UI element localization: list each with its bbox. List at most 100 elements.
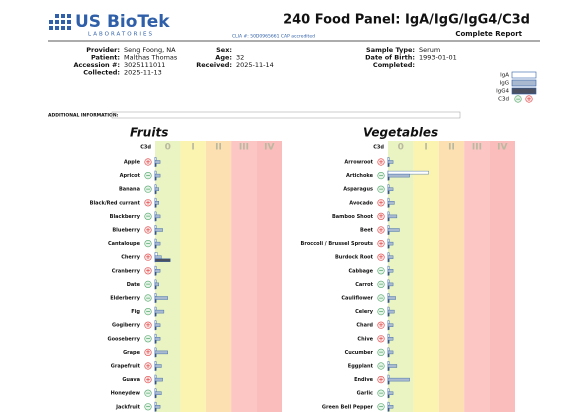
- c3d-sign: −: [378, 268, 383, 275]
- iga-bar: [387, 198, 390, 202]
- class-band: [155, 141, 181, 412]
- iga-bar: [154, 279, 157, 284]
- igg-bar: [387, 255, 394, 259]
- iga-bar: [387, 334, 390, 338]
- class-band: [413, 141, 439, 412]
- field-value: Seng Foong, NA: [124, 46, 176, 54]
- igg4-bar: [387, 204, 390, 208]
- igg4-bar: [154, 312, 157, 317]
- igg4-bar: [154, 163, 157, 167]
- c3d-icon: [514, 95, 522, 103]
- legend-label: C3d: [498, 97, 509, 103]
- field-label: Patient:: [91, 54, 120, 62]
- iga-bar: [154, 252, 158, 256]
- c3d-sign: +: [378, 159, 383, 166]
- class-label: I: [191, 143, 194, 153]
- c3d-icon: [144, 172, 152, 180]
- c3d-sign: +: [378, 227, 383, 234]
- c3d-sign: +: [145, 268, 150, 275]
- field-label: Age:: [215, 54, 232, 62]
- c3d-icon: [144, 389, 152, 397]
- field-label: Accession #:: [73, 61, 120, 69]
- food-name: Cranberry: [112, 268, 141, 274]
- iga-bar: [387, 374, 390, 379]
- igg-bar: [387, 160, 394, 164]
- class-band: [464, 141, 490, 412]
- c3d-sign: −: [145, 390, 150, 397]
- c3d-icon: [377, 158, 385, 166]
- c3d-icon: [377, 308, 385, 316]
- c3d-sign: +: [145, 322, 150, 329]
- c3d-sign: +: [145, 349, 150, 356]
- c3d-icon: [144, 348, 152, 357]
- igg4-bar: [154, 326, 157, 330]
- igg-bar: [387, 269, 394, 273]
- c3d-icon: [144, 362, 152, 370]
- igg4-bar: [154, 367, 157, 371]
- logo: US BioTek: [75, 12, 170, 32]
- logo-sub: LABORATORIES: [88, 32, 154, 38]
- iga-bar: [387, 361, 390, 365]
- igg-bar: [154, 337, 161, 341]
- food-name: Apple: [124, 160, 141, 166]
- food-name: Artichoke: [346, 173, 374, 179]
- class-label: III: [239, 143, 249, 153]
- igg4-bar: [387, 394, 390, 398]
- food-name: Blackberry: [110, 214, 141, 220]
- class-band: [489, 141, 515, 412]
- c3d-header: C3d: [140, 145, 151, 151]
- igg-bar: [387, 391, 394, 395]
- igg4-bar: [154, 190, 157, 194]
- igg4-bar: [387, 163, 390, 167]
- igg-bar: [154, 228, 163, 232]
- c3d-icon: [144, 403, 152, 411]
- igg4-bar: [387, 244, 390, 249]
- field-value: 1993-01-01: [419, 54, 457, 62]
- iga-bar: [154, 334, 157, 338]
- c3d-sign: +: [526, 96, 531, 103]
- igg-bar: [154, 309, 165, 314]
- iga-bar: [154, 388, 157, 392]
- iga-bar: [154, 320, 157, 324]
- igg4-bar: [387, 176, 390, 181]
- iga-bar: [154, 306, 157, 311]
- igg-bar: [154, 187, 160, 191]
- igg4-bar: [154, 204, 157, 208]
- c3d-sign: +: [378, 240, 383, 247]
- igg4-bar: [387, 285, 390, 290]
- c3d-icon: [144, 335, 152, 343]
- field-value: 2025-11-14: [236, 61, 274, 69]
- c3d-icon: [377, 240, 385, 248]
- igg4-bar: [387, 299, 390, 303]
- iga-bar: [154, 266, 157, 270]
- c3d-sign: −: [378, 172, 383, 179]
- food-name: Blueberry: [112, 228, 140, 234]
- iga-bar: [387, 225, 390, 229]
- c3d-icon: [377, 267, 385, 275]
- igg-bar: [154, 405, 161, 409]
- food-name: Arrowroot: [344, 160, 373, 166]
- igg4-bar: [154, 272, 157, 276]
- iga-bar: [154, 211, 157, 216]
- igg4-bar: [387, 217, 390, 222]
- class-band: [180, 141, 206, 412]
- c3d-sign: −: [145, 186, 150, 193]
- field-label: Completed:: [373, 61, 415, 69]
- igg4-bar: [387, 408, 390, 412]
- c3d-header: C3d: [373, 145, 384, 151]
- igg-bar: [154, 350, 168, 355]
- iga-bar: [387, 402, 390, 406]
- field-label: Provider:: [86, 46, 120, 54]
- iga-bar: [387, 388, 390, 392]
- field-label: Sex:: [216, 46, 232, 54]
- igg4-bar: [387, 380, 390, 385]
- c3d-icon: [144, 308, 152, 316]
- igg-bar: [387, 350, 394, 355]
- food-name: Grapefruit: [111, 364, 141, 370]
- class-label: II: [448, 143, 455, 153]
- food-name: Asparagus: [343, 187, 373, 193]
- iga-bar: [387, 170, 429, 175]
- igg4-bar: [154, 231, 157, 235]
- igg-bar: [154, 241, 161, 246]
- food-name: Eggplant: [348, 364, 374, 370]
